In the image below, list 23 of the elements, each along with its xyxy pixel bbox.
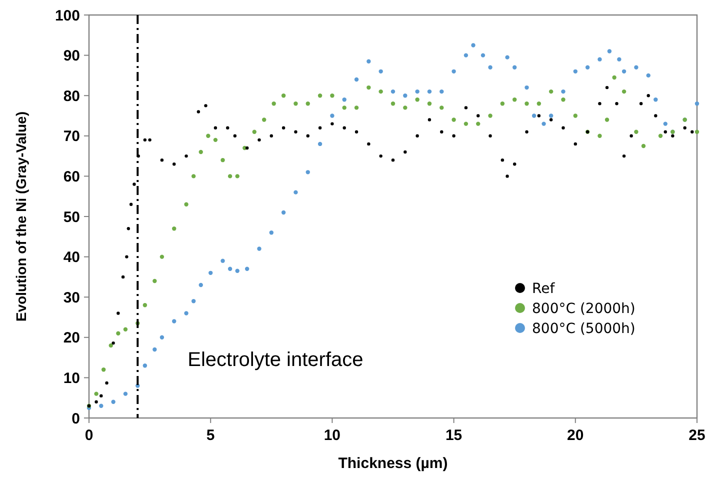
x-tick-label: 25 — [688, 427, 706, 444]
x-tick-label: 20 — [567, 427, 584, 444]
y-tick-label: 90 — [63, 48, 80, 65]
y-tick-label: 10 — [63, 370, 80, 387]
legend-label: 800°C (5000h) — [532, 320, 636, 337]
x-axis-title: Thickness (µm) — [338, 455, 448, 472]
y-tick-label: 70 — [63, 128, 80, 146]
y-axis-title: Evolution of the Ni (Gray-Value) — [13, 111, 29, 322]
y-tick-label: 80 — [63, 88, 80, 105]
y-tick-label: 30 — [63, 289, 80, 306]
y-tick-label: 0 — [72, 410, 80, 428]
y-tick-label: 50 — [63, 208, 80, 226]
x-tick-label: 10 — [324, 427, 341, 444]
legend-label: 800°C (2000h) — [532, 300, 636, 317]
y-tick-label: 20 — [63, 330, 80, 347]
legend-label: Ref — [532, 280, 556, 297]
y-tick-label: 40 — [63, 249, 80, 266]
x-tick-label: 0 — [84, 427, 94, 444]
y-tick-label: 100 — [54, 7, 80, 24]
y-tick-label: 60 — [63, 168, 80, 186]
x-tick-label: 5 — [206, 427, 215, 444]
x-tick-label: 15 — [445, 427, 462, 444]
ref-line-label: Electrolyte interface — [188, 349, 364, 371]
